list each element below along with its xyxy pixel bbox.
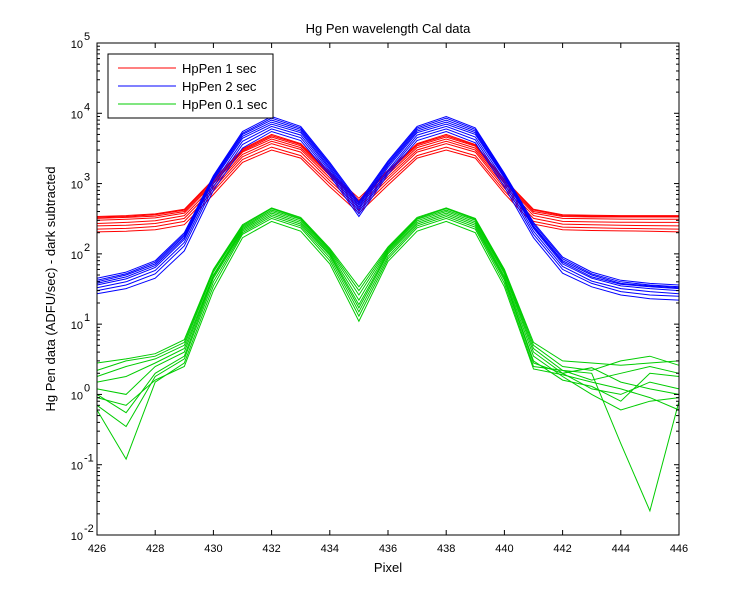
- series-line-25: [96, 220, 680, 411]
- x-tick-label: 436: [379, 543, 397, 555]
- x-tick-label: 438: [437, 543, 455, 555]
- chart-title: Hg Pen wavelength Cal data: [306, 21, 472, 36]
- series-line-22: [96, 214, 680, 414]
- y-tick-label-exponent: 5: [84, 31, 90, 43]
- series-line-5: [96, 140, 679, 224]
- y-tick-label-exponent: 0: [84, 382, 90, 394]
- series-line-24: [96, 217, 680, 513]
- series-line-6: [96, 143, 680, 227]
- series-line-10: [96, 117, 680, 288]
- legend: HpPen 1 sec HpPen 2 sec HpPen 0.1 sec: [107, 53, 274, 119]
- y-tick-label-base: 10: [71, 531, 83, 543]
- series-line-1: [96, 135, 679, 218]
- series-line-12: [96, 121, 680, 290]
- series-line-14: [96, 125, 680, 295]
- x-tick-label: 446: [670, 543, 688, 555]
- series-line-17: [96, 207, 680, 366]
- x-tick-label: 444: [612, 543, 630, 555]
- y-tick-label-exponent: -1: [84, 453, 94, 465]
- series-line-19: [96, 209, 680, 381]
- series-layer: [96, 115, 680, 513]
- legend-label: HpPen 0.1 sec: [182, 97, 268, 112]
- series-line-16: [96, 130, 680, 301]
- y-tick-label-base: 10: [71, 180, 83, 192]
- plot-area: [97, 43, 679, 535]
- y-tick-label-exponent: 3: [84, 172, 90, 184]
- y-tick-label-exponent: -2: [84, 523, 94, 535]
- legend-label: HpPen 1 sec: [182, 61, 257, 76]
- y-tick-label-base: 10: [71, 320, 83, 332]
- x-axis-label: Pixel: [374, 560, 402, 575]
- y-axis-label: Hg Pen data (ADFU/sec) - dark subtracted: [43, 167, 58, 412]
- x-tick-label: 434: [321, 543, 339, 555]
- series-line-23: [96, 215, 680, 428]
- x-tick-label: 442: [553, 543, 571, 555]
- series-line-11: [96, 119, 680, 289]
- y-tick-label-base: 10: [71, 461, 83, 473]
- x-tick-label: 432: [262, 543, 280, 555]
- series-line-9: [96, 115, 680, 286]
- series-line-15: [96, 128, 680, 297]
- y-tick-label-base: 10: [71, 250, 83, 262]
- x-tick-label: 430: [204, 543, 222, 555]
- tick-layer: 426 428 430 432 434 436 438 440 442 444 44610-210-…: [71, 31, 688, 555]
- series-line-20: [96, 210, 680, 395]
- y-tick-label-exponent: 2: [84, 242, 90, 254]
- y-tick-label-base: 10: [71, 390, 83, 402]
- x-tick-label: 428: [146, 543, 164, 555]
- series-line-7: [96, 146, 680, 230]
- y-tick-label-exponent: 1: [84, 312, 90, 324]
- x-tick-label: 426: [88, 543, 106, 555]
- series-line-13: [96, 123, 680, 292]
- x-tick-label: 440: [495, 543, 513, 555]
- y-tick-label-base: 10: [71, 109, 83, 121]
- legend-label: HpPen 2 sec: [182, 79, 257, 94]
- y-tick-label-exponent: 4: [84, 101, 90, 113]
- y-tick-label-base: 10: [71, 39, 83, 51]
- series-line-21: [96, 212, 680, 411]
